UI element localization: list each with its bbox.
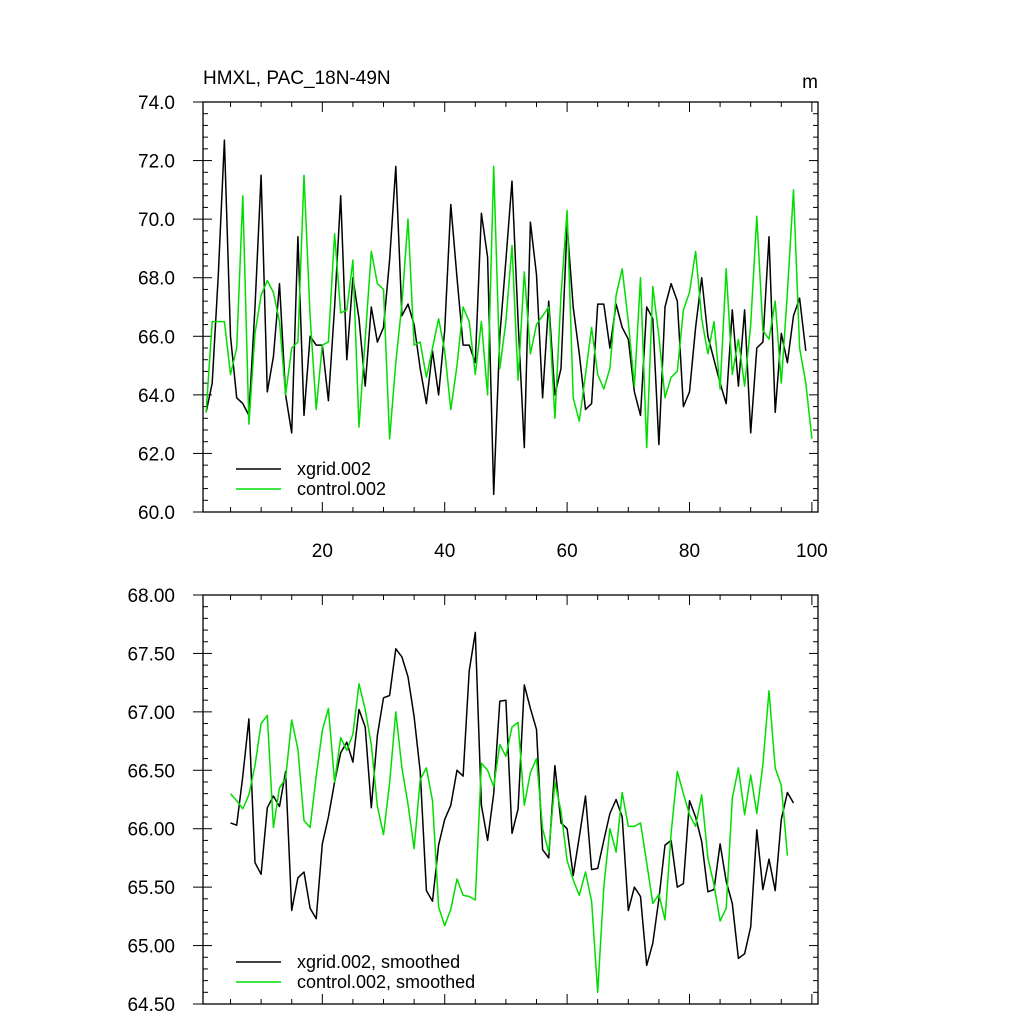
hmxl-smoothed-panel: 64.50 65.00 65.50 66.00 66.50 67.00 67.50 68.00… bbox=[127, 586, 819, 1016]
y-tick-label: 74.0 bbox=[138, 93, 175, 114]
y-tick-label: 68.0 bbox=[138, 269, 175, 290]
legend-label: xgrid.002, smoothed bbox=[297, 952, 460, 972]
series-line-xgrid bbox=[230, 631, 795, 967]
x-tick-label: 20 bbox=[312, 541, 333, 562]
y-tick-label: 68.00 bbox=[127, 586, 175, 607]
x-tick-label: 40 bbox=[434, 541, 455, 562]
axis-ticks bbox=[193, 594, 818, 1005]
legend-label: control.002 bbox=[297, 479, 386, 499]
plot-frame bbox=[202, 594, 819, 1005]
x-tick-label: 100 bbox=[796, 541, 828, 562]
series-line-control bbox=[229, 683, 789, 994]
y-tick-label: 60.0 bbox=[138, 503, 175, 524]
series-lines bbox=[229, 631, 795, 994]
hmxl-timeseries-panel: HMXL, PAC_18N-49N m 60.0 62.0 64.0 66.0 68.0… bbox=[138, 68, 828, 562]
x-tick-labels: 20 40 60 80 100 bbox=[312, 541, 828, 562]
y-tick-label: 67.00 bbox=[127, 703, 175, 724]
chart-title: HMXL, PAC_18N-49N bbox=[203, 68, 391, 89]
axis-ticks bbox=[193, 101, 818, 513]
y-tick-label: 64.50 bbox=[127, 995, 175, 1016]
y-tick-label: 70.0 bbox=[138, 210, 175, 231]
series-line-control bbox=[205, 165, 813, 449]
y-tick-label: 64.0 bbox=[138, 386, 175, 407]
y-tick-labels: 60.0 62.0 64.0 66.0 68.0 70.0 72.0 74.0 bbox=[138, 93, 175, 524]
x-tick-label: 60 bbox=[557, 541, 578, 562]
y-tick-label: 65.50 bbox=[127, 878, 175, 899]
y-tick-label: 66.00 bbox=[127, 820, 175, 841]
series-line-xgrid bbox=[205, 139, 807, 496]
y-tick-label: 72.0 bbox=[138, 152, 175, 173]
legend-label: xgrid.002 bbox=[297, 459, 371, 479]
plot-frame bbox=[202, 101, 819, 513]
y-tick-labels: 64.50 65.00 65.50 66.00 66.50 67.00 67.50 68.00 bbox=[127, 586, 175, 1016]
legend-label: control.002, smoothed bbox=[297, 972, 475, 992]
units-label: m bbox=[802, 72, 818, 93]
y-tick-label: 66.0 bbox=[138, 327, 175, 348]
y-tick-label: 66.50 bbox=[127, 761, 175, 782]
series-lines bbox=[205, 139, 813, 496]
y-tick-label: 65.00 bbox=[127, 937, 175, 958]
x-tick-label: 80 bbox=[679, 541, 700, 562]
y-tick-label: 62.0 bbox=[138, 444, 175, 465]
y-tick-label: 67.50 bbox=[127, 644, 175, 665]
